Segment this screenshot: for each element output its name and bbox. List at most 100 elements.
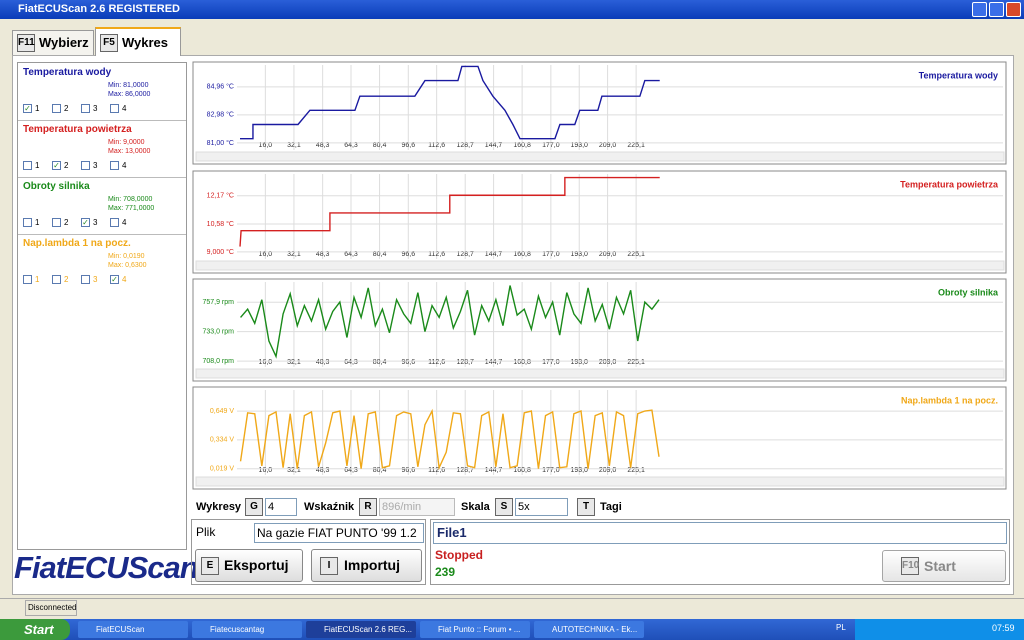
tags-label: Tagi xyxy=(600,501,622,513)
minimize[interactable] xyxy=(972,2,987,17)
task-item[interactable]: FiatECUScan xyxy=(78,621,188,638)
x-tick-label: 112,6 xyxy=(428,467,445,474)
sensor-name: Temperatura powietrza xyxy=(23,124,132,135)
x-tick-label: 177,0 xyxy=(542,359,560,366)
checkbox-label: 4 xyxy=(122,218,127,227)
x-tick-label: 128,7 xyxy=(456,251,474,258)
data-line xyxy=(240,285,660,359)
checkbox[interactable] xyxy=(110,218,119,227)
file-select[interactable]: Na gazie FIAT PUNTO '99 1.2 xyxy=(254,523,424,543)
sensor-max: Max: 13,0000 xyxy=(108,148,151,155)
sensor-name: Nap.lambda 1 na pocz. xyxy=(23,238,131,249)
checkbox[interactable]: ✓ xyxy=(52,161,61,170)
checkbox-label: 4 xyxy=(122,275,127,284)
x-tick-label: 64,3 xyxy=(344,467,358,474)
sensor-name: Temperatura wody xyxy=(23,67,112,78)
charts-select[interactable]: 4 xyxy=(265,498,297,516)
checkbox[interactable] xyxy=(81,104,90,113)
task-item[interactable]: Fiatecuscantag xyxy=(192,621,302,638)
x-tick-label: 209,0 xyxy=(599,359,617,366)
checkbox-label: 3 xyxy=(93,218,98,227)
x-tick-label: 128,7 xyxy=(456,142,474,149)
checkbox[interactable] xyxy=(110,104,119,113)
session-status: Stopped xyxy=(435,548,483,562)
y-tick-label: 0,334 V xyxy=(210,437,234,444)
scrollbar xyxy=(195,151,1005,162)
close[interactable] xyxy=(1006,2,1021,17)
tray xyxy=(855,619,1024,640)
export-text: Eksportuj xyxy=(224,557,289,573)
pointer-select: 896/min xyxy=(379,498,455,516)
x-tick-label: 16,0 xyxy=(259,251,273,258)
checkbox[interactable] xyxy=(81,161,90,170)
checkbox[interactable] xyxy=(52,275,61,284)
sensor-min: Min: 9,0000 xyxy=(108,139,145,146)
x-tick-label: 32,1 xyxy=(287,359,301,366)
status-bar xyxy=(0,598,1024,618)
checkbox[interactable] xyxy=(110,161,119,170)
checkbox[interactable] xyxy=(52,218,61,227)
x-tick-label: 16,0 xyxy=(259,142,273,149)
x-tick-label: 193,0 xyxy=(570,251,588,258)
task-item[interactable]: Fiat Punto :: Forum • ... xyxy=(420,621,530,638)
x-tick-label: 16,0 xyxy=(259,467,273,474)
checkbox[interactable]: ✓ xyxy=(81,218,90,227)
x-tick-label: 193,0 xyxy=(570,142,588,149)
checkbox[interactable]: ✓ xyxy=(23,104,32,113)
checkbox[interactable]: ✓ xyxy=(110,275,119,284)
x-tick-label: 225,1 xyxy=(627,467,645,474)
checkbox-label: 2 xyxy=(64,218,69,227)
checkbox-label: 2 xyxy=(64,161,69,170)
x-tick-label: 32,1 xyxy=(287,142,301,149)
checkbox-label: 3 xyxy=(93,275,98,284)
y-tick-label: 81,00 °C xyxy=(207,139,234,147)
checkbox[interactable] xyxy=(81,275,90,284)
chart-frame xyxy=(192,61,1007,165)
x-tick-label: 112,6 xyxy=(428,142,445,149)
x-tick-label: 128,7 xyxy=(456,467,474,474)
y-tick-label: 0,019 V xyxy=(210,466,234,473)
scrollbar xyxy=(195,368,1005,379)
checkbox-label: 3 xyxy=(93,104,98,113)
x-tick-label: 48,3 xyxy=(316,142,330,149)
chart-title: Obroty silnika xyxy=(938,287,999,297)
charts-label: Wykresy xyxy=(196,501,242,513)
scrollbar xyxy=(195,476,1005,487)
start-button[interactable]: Start xyxy=(0,619,70,640)
sensor-max: Max: 0,6300 xyxy=(108,262,147,269)
x-tick-label: 96,6 xyxy=(401,359,415,366)
maximize[interactable] xyxy=(989,2,1004,17)
key: E xyxy=(201,557,219,575)
checkbox[interactable] xyxy=(52,104,61,113)
checkbox-label: 1 xyxy=(35,275,40,284)
sensor-min: Min: 81,0000 xyxy=(108,82,149,89)
key[interactable]: T xyxy=(577,498,595,516)
task-item[interactable]: AUTOTECHNIKA - Ek... xyxy=(534,621,644,638)
key: I xyxy=(320,557,338,575)
y-tick-label: 0,649 V xyxy=(210,408,234,415)
checkbox[interactable] xyxy=(23,218,32,227)
y-tick-label: 9,000 °C xyxy=(207,248,234,256)
sensor-min: Min: 0,0190 xyxy=(108,253,145,260)
x-tick-label: 144,7 xyxy=(485,251,503,258)
y-tick-label: 733,0 rpm xyxy=(202,328,234,335)
checkbox-label: 3 xyxy=(93,161,98,170)
sensor-min: Min: 708,0000 xyxy=(108,196,153,203)
task-item[interactable]: FiatECUScan 2.6 REG... xyxy=(306,621,416,638)
y-tick-label: 82,98 °C xyxy=(207,111,234,119)
checkbox-label: 2 xyxy=(64,275,69,284)
x-tick-label: 32,1 xyxy=(287,251,301,258)
checkbox[interactable] xyxy=(23,275,32,284)
x-tick-label: 209,0 xyxy=(599,467,617,474)
separator xyxy=(18,120,186,121)
x-tick-label: 80,4 xyxy=(373,251,387,258)
x-tick-label: 144,7 xyxy=(485,467,503,474)
scale-select[interactable]: 5x xyxy=(515,498,568,516)
x-tick-label: 193,0 xyxy=(570,359,588,366)
session-name: File1 xyxy=(433,522,1007,544)
checkbox[interactable] xyxy=(23,161,32,170)
x-tick-label: 48,3 xyxy=(316,467,330,474)
scale-label: Skala xyxy=(461,501,490,513)
checkbox-label: 4 xyxy=(122,104,127,113)
x-tick-label: 225,1 xyxy=(627,251,645,258)
